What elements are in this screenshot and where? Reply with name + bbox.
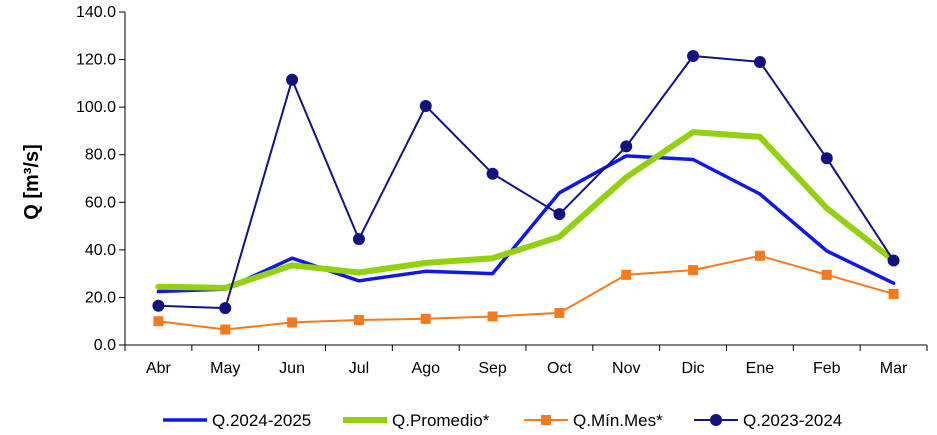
x-tick-label: Nov <box>612 360 640 377</box>
data-point <box>753 55 766 68</box>
series-line <box>156 154 896 294</box>
legend-item: Q.2024-2025 <box>163 411 311 430</box>
data-point <box>554 307 565 318</box>
legend-item: Q.2023-2024 <box>694 411 842 430</box>
data-point <box>821 269 832 280</box>
x-tick-label: Dic <box>682 360 705 377</box>
x-tick-label: Ene <box>746 360 775 377</box>
series-line <box>157 254 895 331</box>
data-point <box>888 288 899 299</box>
y-tick-label: 80.0 <box>85 147 116 164</box>
data-point <box>754 250 765 261</box>
data-point <box>352 233 365 246</box>
data-point <box>620 140 633 153</box>
x-tick-label: Feb <box>813 360 841 377</box>
series-1 <box>155 129 897 291</box>
x-ticks: Abr May Jun Jul Ago Sep Oct Nov Dic Ene Feb Mar <box>124 345 928 377</box>
data-point <box>152 299 165 312</box>
legend-label: Q.2024-2025 <box>212 411 311 430</box>
axes <box>124 12 927 346</box>
y-tick-label: 0.0 <box>94 337 116 354</box>
data-point <box>688 265 699 276</box>
data-point <box>687 50 700 63</box>
y-axis-title: Q [m³/s] <box>21 144 43 220</box>
legend: Q.2024-2025 Q.Promedio* Q.Mín.Mes* Q.2023-2… <box>163 411 842 430</box>
y-tick-label: 20.0 <box>85 289 116 306</box>
y-tick-label: 100.0 <box>76 99 116 116</box>
data-point <box>553 208 566 221</box>
legend-item: Q.Promedio* <box>343 411 490 430</box>
legend-label: Q.Promedio* <box>392 411 490 430</box>
data-point <box>153 316 164 327</box>
series-layer <box>152 50 900 335</box>
series-0 <box>156 154 896 294</box>
series-line <box>155 129 897 291</box>
x-tick-label: Abr <box>146 360 172 377</box>
y-ticks: 0.0 20.0 40.0 60.0 80.0 100.0 120.0 140.0 <box>76 4 125 354</box>
y-tick-label: 60.0 <box>85 194 116 211</box>
x-tick-label: May <box>210 360 240 377</box>
data-point <box>420 313 431 324</box>
legend-label: Q.2023-2024 <box>743 411 842 430</box>
y-tick-label: 40.0 <box>85 242 116 259</box>
data-point <box>287 317 298 328</box>
y-tick-label: 140.0 <box>76 4 116 21</box>
x-tick-label: Mar <box>880 360 908 377</box>
data-point <box>887 254 900 267</box>
x-tick-label: Ago <box>412 360 441 377</box>
x-tick-label: Jul <box>349 360 369 377</box>
data-point <box>486 167 499 180</box>
data-point <box>286 73 299 86</box>
y-tick-label: 120.0 <box>76 52 116 69</box>
series-2 <box>153 250 899 335</box>
series-3 <box>152 50 900 315</box>
legend-marker <box>710 414 722 426</box>
data-point <box>820 152 833 165</box>
legend-marker <box>541 415 551 425</box>
x-tick-label: Oct <box>547 360 572 377</box>
data-point <box>419 99 432 112</box>
x-tick-label: Jun <box>279 360 305 377</box>
series-line <box>157 55 895 310</box>
x-tick-label: Sep <box>478 360 507 377</box>
data-point <box>220 324 231 335</box>
data-point <box>621 269 632 280</box>
data-point <box>487 311 498 322</box>
data-point <box>353 315 364 326</box>
legend-label: Q.Mín.Mes* <box>573 411 663 430</box>
legend-item: Q.Mín.Mes* <box>524 411 663 430</box>
data-point <box>219 302 232 315</box>
